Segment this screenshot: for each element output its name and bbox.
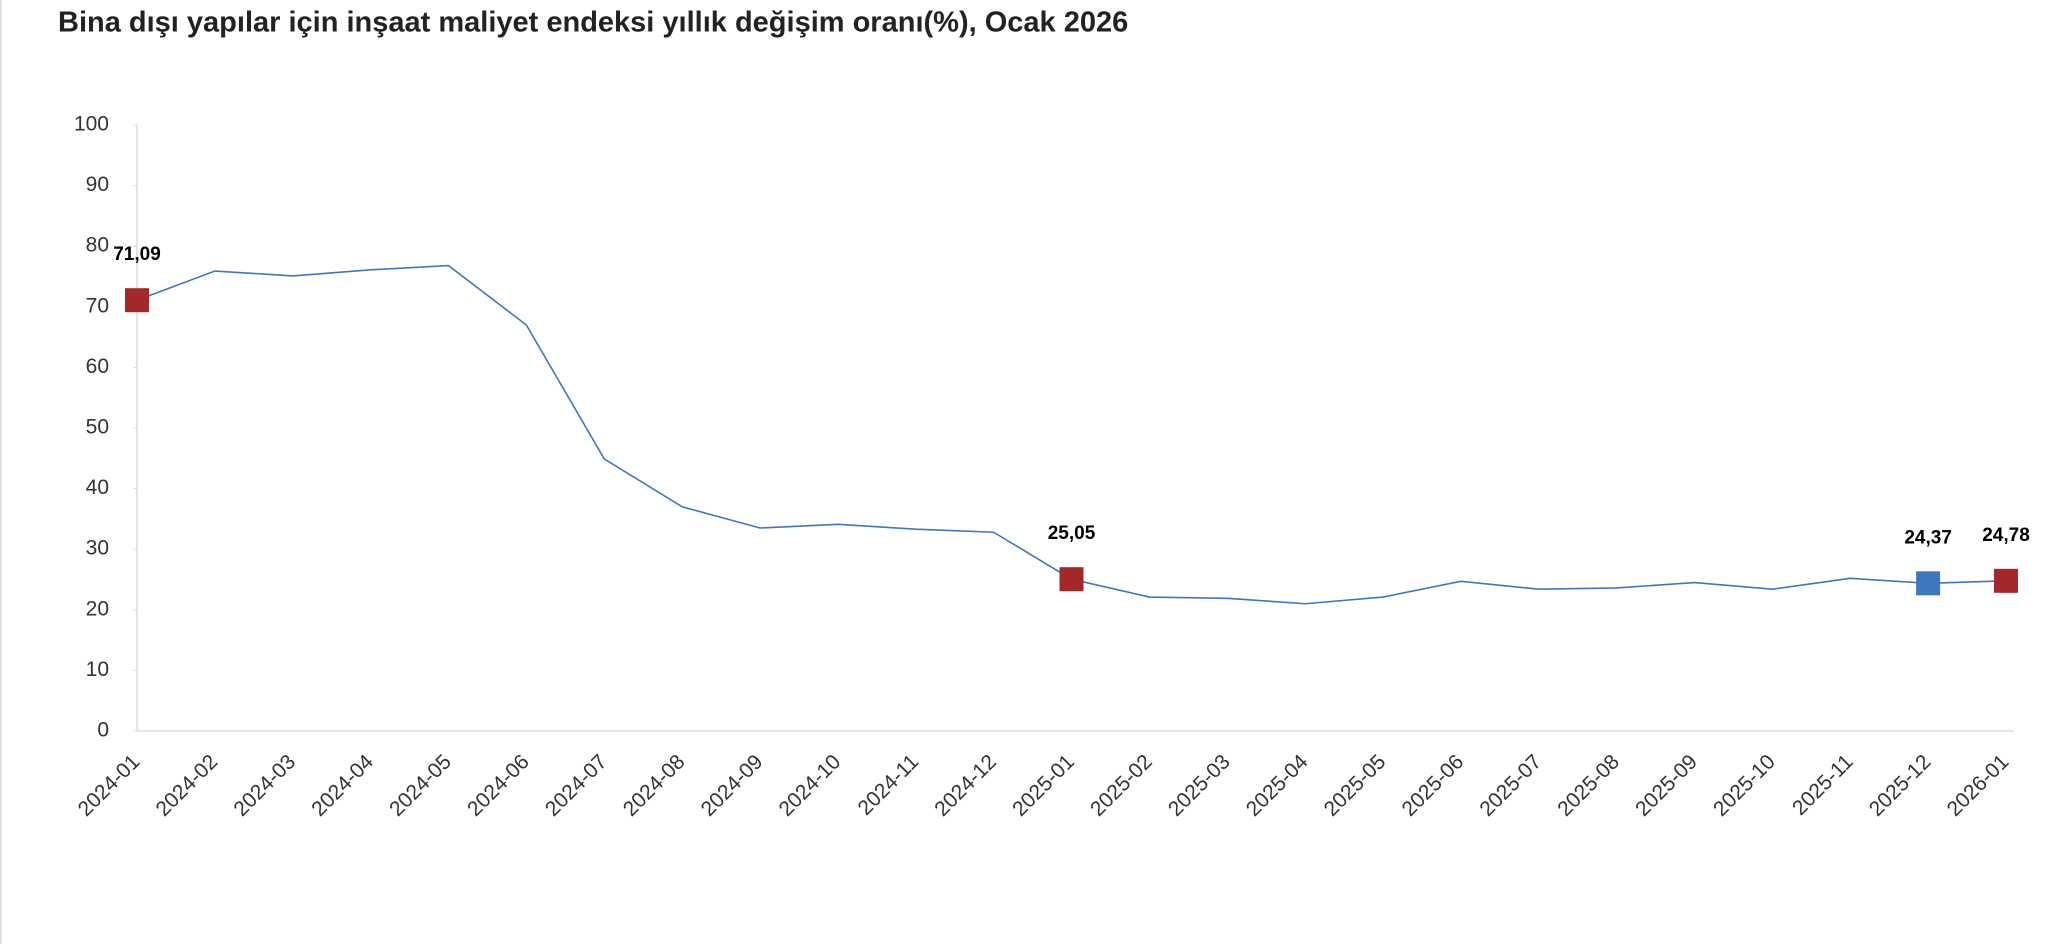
x-tick-label: 2025-07 bbox=[1475, 750, 1546, 821]
x-tick-label: 2025-01 bbox=[1008, 750, 1079, 821]
x-tick-label: 2024-05 bbox=[385, 750, 456, 821]
x-tick-label: 2024-07 bbox=[541, 750, 612, 821]
x-tick-label: 2025-09 bbox=[1631, 750, 1702, 821]
y-tick-label: 60 bbox=[86, 355, 109, 378]
line bbox=[136, 264, 2007, 605]
y-tick-label: 20 bbox=[86, 597, 109, 620]
chart-title: Bina dışı yapılar için inşaat maliyet en… bbox=[58, 7, 1128, 39]
x-tick-label: 2024-09 bbox=[697, 750, 768, 821]
x-tick-label: 2024-01 bbox=[74, 750, 145, 821]
y-tick-label: 10 bbox=[86, 658, 109, 681]
y-tick-label: 70 bbox=[86, 294, 109, 317]
y-tick-label: 80 bbox=[86, 234, 109, 257]
marker bbox=[1994, 568, 2018, 593]
x-tick-label: 2024-11 bbox=[854, 750, 924, 820]
marker bbox=[1059, 567, 1084, 592]
x-tick-label: 2024-03 bbox=[229, 750, 300, 821]
x-tick-label: 2024-04 bbox=[307, 750, 378, 821]
marker bbox=[1916, 571, 1941, 596]
x-tick-label: 2025-04 bbox=[1242, 750, 1313, 821]
x-tick-label: 2026-01 bbox=[1943, 750, 2014, 821]
x-tick-label: 2025-02 bbox=[1086, 750, 1157, 821]
x-tick-label: 2024-02 bbox=[152, 750, 223, 821]
data-label: 71,09 bbox=[113, 244, 161, 265]
y-tick-label: 0 bbox=[97, 719, 109, 742]
y-tick-label: 40 bbox=[86, 476, 109, 499]
x-tick-label: 2025-10 bbox=[1709, 750, 1780, 821]
x-tick-label: 2024-06 bbox=[463, 750, 534, 821]
y-tick-label: 90 bbox=[86, 173, 109, 196]
x-tick-label: 2025-06 bbox=[1398, 750, 1469, 821]
y-tick-label: 50 bbox=[86, 416, 109, 439]
x-tick-label: 2025-05 bbox=[1320, 750, 1391, 821]
x-tick-label: 2025-11 bbox=[1788, 750, 1858, 820]
x-tick-label: 2024-10 bbox=[775, 750, 846, 821]
x-tick-label: 2025-08 bbox=[1553, 750, 1624, 821]
x-tick-label: 2025-03 bbox=[1164, 750, 1235, 821]
data-label: 24,78 bbox=[1982, 525, 2030, 546]
marker bbox=[125, 288, 149, 313]
data-label: 25,05 bbox=[1048, 523, 1096, 544]
x-tick-label: 2024-08 bbox=[619, 750, 690, 821]
x-tick-label: 2024-12 bbox=[930, 750, 1001, 821]
x-tick-label: 2025-12 bbox=[1865, 750, 1936, 821]
data-label: 24,37 bbox=[1904, 527, 1952, 548]
y-tick-label: 30 bbox=[86, 537, 109, 560]
y-tick-label: 100 bbox=[74, 113, 109, 136]
